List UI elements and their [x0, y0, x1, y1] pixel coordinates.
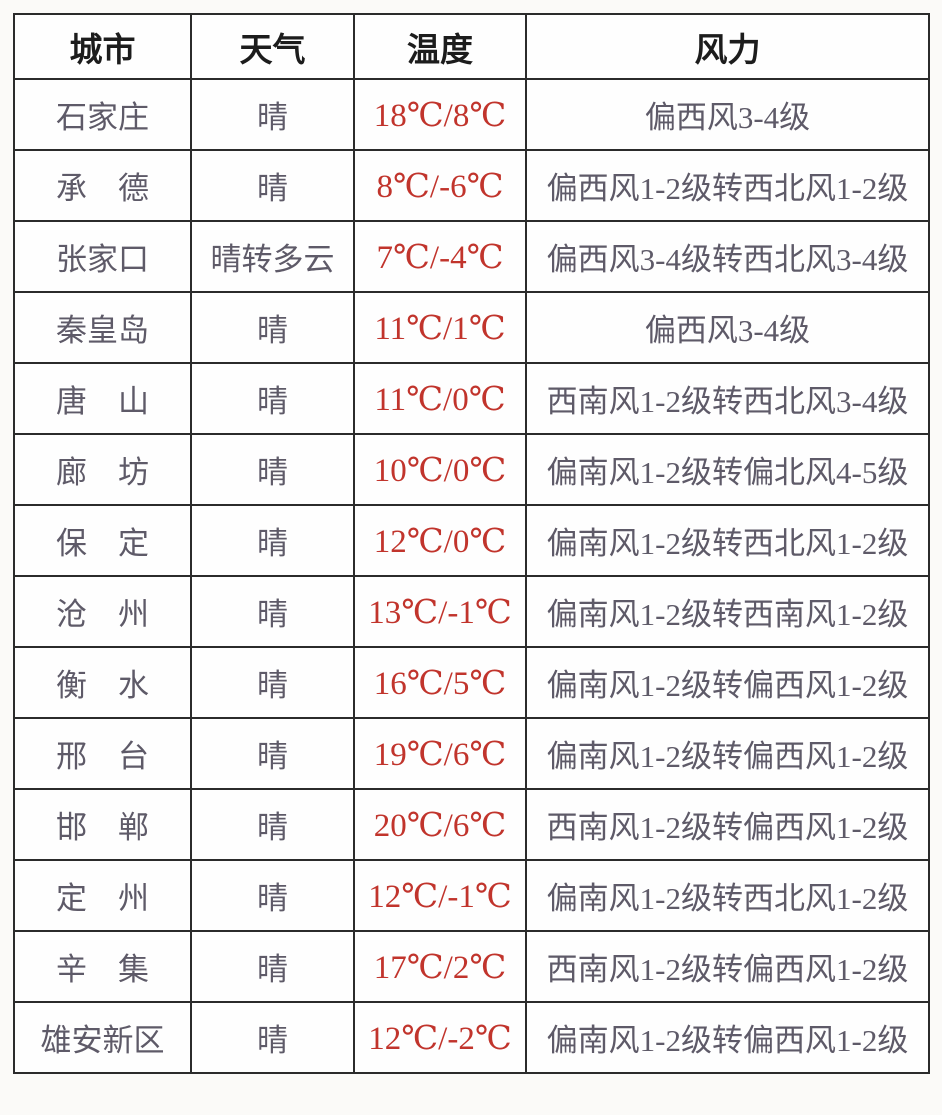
- temperature-cell: 11℃/0℃: [353, 362, 527, 435]
- table-header-row: 城市 天气 温度 风力: [13, 13, 930, 80]
- wind-cell: 偏西风3-4级转西北风3-4级: [525, 220, 930, 293]
- weather-cell: 晴: [190, 433, 355, 506]
- temperature-cell: 12℃/-1℃: [353, 859, 527, 932]
- weather-cell: 晴: [190, 788, 355, 861]
- column-header-wind: 风力: [525, 13, 930, 80]
- city-cell: 保 定: [13, 504, 192, 577]
- column-header-city: 城市: [13, 13, 192, 80]
- temperature-cell: 13℃/-1℃: [353, 575, 527, 648]
- weather-cell: 晴: [190, 575, 355, 648]
- city-cell: 邯 郸: [13, 788, 192, 861]
- temperature-cell: 12℃/-2℃: [353, 1001, 527, 1074]
- table-row: 定 州 晴 12℃/-1℃ 偏南风1-2级转西北风1-2级: [13, 859, 930, 932]
- table-row: 唐 山 晴 11℃/0℃ 西南风1-2级转西北风3-4级: [13, 362, 930, 435]
- temperature-cell: 12℃/0℃: [353, 504, 527, 577]
- wind-cell: 偏南风1-2级转偏西风1-2级: [525, 717, 930, 790]
- wind-cell: 偏南风1-2级转西北风1-2级: [525, 859, 930, 932]
- weather-cell: 晴: [190, 859, 355, 932]
- column-header-weather: 天气: [190, 13, 355, 80]
- temperature-cell: 7℃/-4℃: [353, 220, 527, 293]
- city-cell: 衡 水: [13, 646, 192, 719]
- table-row: 保 定 晴 12℃/0℃ 偏南风1-2级转西北风1-2级: [13, 504, 930, 577]
- temperature-cell: 20℃/6℃: [353, 788, 527, 861]
- temperature-cell: 16℃/5℃: [353, 646, 527, 719]
- weather-cell: 晴转多云: [190, 220, 355, 293]
- table-row: 邯 郸 晴 20℃/6℃ 西南风1-2级转偏西风1-2级: [13, 788, 930, 861]
- city-cell: 唐 山: [13, 362, 192, 435]
- weather-cell: 晴: [190, 78, 355, 151]
- wind-cell: 偏南风1-2级转西北风1-2级: [525, 504, 930, 577]
- city-cell: 承 德: [13, 149, 192, 222]
- temperature-cell: 18℃/8℃: [353, 78, 527, 151]
- table-row: 张家口 晴转多云 7℃/-4℃ 偏西风3-4级转西北风3-4级: [13, 220, 930, 293]
- city-cell: 廊 坊: [13, 433, 192, 506]
- city-cell: 辛 集: [13, 930, 192, 1003]
- table-row: 廊 坊 晴 10℃/0℃ 偏南风1-2级转偏北风4-5级: [13, 433, 930, 506]
- weather-cell: 晴: [190, 504, 355, 577]
- temperature-cell: 8℃/-6℃: [353, 149, 527, 222]
- city-cell: 定 州: [13, 859, 192, 932]
- city-cell: 张家口: [13, 220, 192, 293]
- temperature-cell: 10℃/0℃: [353, 433, 527, 506]
- wind-cell: 西南风1-2级转偏西风1-2级: [525, 788, 930, 861]
- table-row: 沧 州 晴 13℃/-1℃ 偏南风1-2级转西南风1-2级: [13, 575, 930, 648]
- wind-cell: 偏西风1-2级转西北风1-2级: [525, 149, 930, 222]
- temperature-cell: 11℃/1℃: [353, 291, 527, 364]
- city-cell: 沧 州: [13, 575, 192, 648]
- city-cell: 邢 台: [13, 717, 192, 790]
- weather-cell: 晴: [190, 646, 355, 719]
- table-row: 邢 台 晴 19℃/6℃ 偏南风1-2级转偏西风1-2级: [13, 717, 930, 790]
- temperature-cell: 19℃/6℃: [353, 717, 527, 790]
- city-cell: 石家庄: [13, 78, 192, 151]
- wind-cell: 西南风1-2级转偏西风1-2级: [525, 930, 930, 1003]
- city-cell: 秦皇岛: [13, 291, 192, 364]
- wind-cell: 偏南风1-2级转偏北风4-5级: [525, 433, 930, 506]
- wind-cell: 偏西风3-4级: [525, 78, 930, 151]
- wind-cell: 偏南风1-2级转西南风1-2级: [525, 575, 930, 648]
- table-row: 石家庄 晴 18℃/8℃ 偏西风3-4级: [13, 78, 930, 151]
- temperature-cell: 17℃/2℃: [353, 930, 527, 1003]
- wind-cell: 偏南风1-2级转偏西风1-2级: [525, 646, 930, 719]
- weather-cell: 晴: [190, 291, 355, 364]
- weather-cell: 晴: [190, 149, 355, 222]
- wind-cell: 偏南风1-2级转偏西风1-2级: [525, 1001, 930, 1074]
- table-row: 雄安新区 晴 12℃/-2℃ 偏南风1-2级转偏西风1-2级: [13, 1001, 930, 1074]
- table-row: 衡 水 晴 16℃/5℃ 偏南风1-2级转偏西风1-2级: [13, 646, 930, 719]
- table-row: 承 德 晴 8℃/-6℃ 偏西风1-2级转西北风1-2级: [13, 149, 930, 222]
- table-row: 秦皇岛 晴 11℃/1℃ 偏西风3-4级: [13, 291, 930, 364]
- city-cell: 雄安新区: [13, 1001, 192, 1074]
- column-header-temperature: 温度: [353, 13, 527, 80]
- table-row: 辛 集 晴 17℃/2℃ 西南风1-2级转偏西风1-2级: [13, 930, 930, 1003]
- weather-forecast-table: 城市 天气 温度 风力 石家庄 晴 18℃/8℃ 偏西风3-4级 承 德 晴 8…: [13, 13, 930, 1074]
- weather-cell: 晴: [190, 930, 355, 1003]
- weather-cell: 晴: [190, 362, 355, 435]
- wind-cell: 偏西风3-4级: [525, 291, 930, 364]
- weather-cell: 晴: [190, 1001, 355, 1074]
- wind-cell: 西南风1-2级转西北风3-4级: [525, 362, 930, 435]
- weather-cell: 晴: [190, 717, 355, 790]
